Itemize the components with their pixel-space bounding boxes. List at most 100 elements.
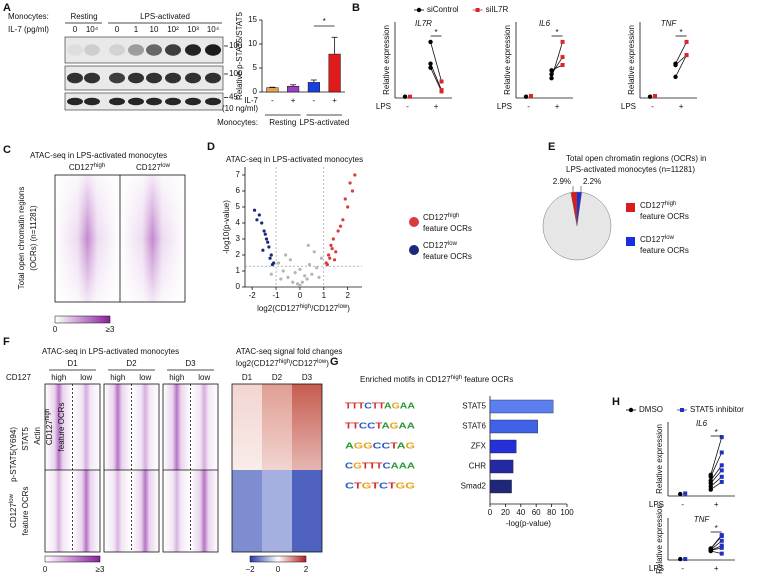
motif-letter: C <box>359 422 368 431</box>
axis-label: LPS <box>649 500 664 509</box>
point <box>329 243 333 247</box>
motif-letter: G <box>363 442 372 451</box>
point <box>343 197 347 201</box>
blot-band <box>165 72 181 84</box>
color-scale <box>54 315 111 324</box>
motif-letter: T <box>345 402 352 411</box>
pair-line <box>551 41 563 79</box>
heatmap-shade <box>55 175 120 302</box>
motif-letter: T <box>372 402 379 411</box>
point <box>310 272 314 276</box>
pair-line <box>710 437 723 475</box>
value-label: 2.9% <box>553 177 571 186</box>
bar <box>489 479 512 494</box>
legend-marker <box>680 408 684 412</box>
pair-line <box>675 54 687 78</box>
panel-label: H <box>612 396 620 408</box>
point <box>523 94 529 99</box>
heatmap-cell <box>190 470 218 552</box>
point <box>263 232 267 236</box>
motif-letter: G <box>405 482 415 491</box>
x-tick-label: 0 <box>298 291 303 300</box>
legend-label: feature OCRs <box>640 212 689 221</box>
point <box>298 283 302 287</box>
motif-letter: T <box>388 482 396 491</box>
point <box>300 280 304 284</box>
pair-line <box>710 452 723 477</box>
motif-letter: C <box>345 462 353 471</box>
point <box>332 258 337 262</box>
column-label: CD127high <box>69 163 105 173</box>
heatmap-cell <box>232 470 262 552</box>
text-part: CD127 <box>423 241 448 250</box>
lane-label: 0 <box>115 25 120 34</box>
axis-label: (10 ng/ml) <box>222 104 258 113</box>
x-tick-label: - <box>651 102 654 111</box>
lane-label: 10² <box>167 25 179 34</box>
point <box>408 94 413 99</box>
heatmap-cell <box>131 384 159 470</box>
heatmap-cell <box>262 470 292 552</box>
x-tick-label: - <box>271 96 274 105</box>
x-tick-label: 100 <box>560 508 574 517</box>
point <box>560 39 565 44</box>
point <box>325 263 329 267</box>
annotation: * <box>715 524 718 533</box>
y-tick-label: 5 <box>253 63 258 72</box>
x-tick-label: 1 <box>322 291 327 300</box>
point <box>678 556 683 562</box>
point <box>683 557 688 562</box>
column-label: high <box>110 373 125 382</box>
legend-label: DMSO <box>639 405 663 414</box>
y-tick-label: 2 <box>236 250 241 259</box>
point <box>328 256 332 260</box>
superscript: low <box>448 241 458 247</box>
point <box>719 543 724 548</box>
donor-label: D3 <box>302 373 313 382</box>
motif-letter: C <box>381 442 390 451</box>
motif-letter: G <box>406 442 415 451</box>
annotation: * <box>715 428 718 437</box>
donor-label: D1 <box>242 373 253 382</box>
point <box>647 94 653 99</box>
x-tick-label: 40 <box>516 508 525 517</box>
color-scale <box>44 555 101 563</box>
annotation: * <box>679 28 682 37</box>
legend-label: siControl <box>427 5 459 14</box>
point <box>268 256 272 260</box>
row-label: STAT5 <box>21 426 30 450</box>
point <box>276 261 281 265</box>
group-label: Resting <box>269 118 296 127</box>
legend-label: feature OCRs <box>640 246 689 255</box>
bar <box>489 419 538 434</box>
y-tick-label: 5 <box>236 202 241 211</box>
blot-label: IL-7 (pg/ml) <box>8 25 49 34</box>
text-part: /CD127 <box>311 304 339 313</box>
point <box>269 272 273 276</box>
x-tick-label: - <box>527 102 530 111</box>
point <box>353 173 357 177</box>
point <box>293 271 297 275</box>
legend-label: CD127high <box>423 213 459 223</box>
x-tick-label: 0 <box>488 508 493 517</box>
axis-label: LPS <box>376 102 391 111</box>
heatmap-frame <box>231 383 323 553</box>
point <box>653 94 658 99</box>
superscript: high <box>665 201 676 207</box>
legend-label: CD127low <box>423 241 458 251</box>
donor-label: D1 <box>67 359 78 368</box>
point <box>279 277 283 281</box>
superscript: high <box>448 213 459 219</box>
lane-label: 0 <box>73 25 78 34</box>
x-tick-label: + <box>555 102 560 111</box>
axis-label: LPS <box>649 564 664 573</box>
heatmap-cell <box>104 470 132 552</box>
x-tick-label: 2 <box>345 291 350 300</box>
point <box>708 478 713 483</box>
point <box>719 450 724 455</box>
superscript: high <box>300 304 311 310</box>
axis-label: Relative expression <box>655 504 664 574</box>
blot-band <box>146 44 162 56</box>
y-tick-label: 0 <box>253 87 258 96</box>
